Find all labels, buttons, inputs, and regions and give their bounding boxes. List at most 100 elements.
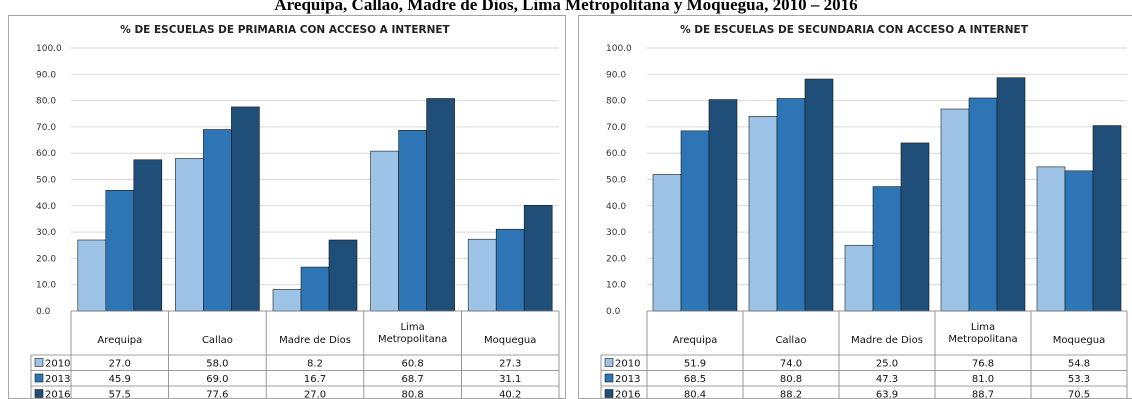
- bar: [804, 78, 834, 312]
- bar: [1064, 170, 1094, 312]
- y-tick-label: 0.0: [606, 307, 621, 317]
- data-label: 88.2: [780, 390, 802, 399]
- legend-swatch: [34, 358, 44, 367]
- y-tick-label: 100.0: [36, 44, 62, 54]
- chart-svg: % DE ESCUELAS DE PRIMARIA CON ACCESO A I…: [30, 24, 560, 399]
- legend-label: 2016: [615, 390, 640, 399]
- category-label: Moquegua: [1053, 335, 1105, 346]
- legend-label: 2013: [615, 374, 640, 385]
- category-label-line: Metropolitana: [948, 334, 1017, 345]
- y-tick-label: 30.0: [36, 228, 56, 238]
- category-label-line: Lima: [971, 322, 995, 333]
- bar: [872, 186, 902, 312]
- bar: [495, 228, 525, 312]
- legend-label: 2010: [45, 359, 70, 370]
- y-tick-label: 90.0: [36, 70, 56, 80]
- y-tick-label: 20.0: [606, 254, 626, 264]
- bar: [652, 174, 682, 312]
- y-tick-label: 50.0: [606, 176, 626, 186]
- data-label: 27.0: [304, 390, 326, 399]
- bar: [900, 142, 930, 312]
- category-label-line: Lima: [400, 322, 424, 333]
- data-label: 60.8: [401, 359, 423, 370]
- category-label: Moquegua: [484, 335, 536, 346]
- category-label-line: Metropolitana: [378, 334, 447, 345]
- category-label: Lima Metropolitana: [948, 322, 1017, 345]
- category-label: Arequipa: [673, 335, 718, 346]
- data-label: 8.2: [307, 359, 323, 370]
- bar: [370, 150, 399, 312]
- legend-swatch: [34, 373, 44, 383]
- bar: [328, 239, 358, 312]
- data-label: 77.6: [206, 390, 228, 399]
- data-label: 57.5: [109, 390, 131, 399]
- y-tick-label: 10.0: [36, 281, 56, 291]
- data-label: 54.8: [1068, 359, 1090, 370]
- data-label: 27.0: [109, 359, 131, 370]
- data-label: 80.8: [401, 390, 423, 399]
- data-label: 25.0: [876, 359, 898, 370]
- data-label: 63.9: [876, 390, 898, 399]
- bar: [398, 130, 427, 312]
- bar: [300, 266, 330, 312]
- bar: [996, 77, 1026, 312]
- bar: [1092, 125, 1122, 312]
- primary-internet-chart: % DE ESCUELAS DE PRIMARIA CON ACCESO A I…: [8, 15, 566, 399]
- category-label: Madre de Dios: [279, 335, 351, 346]
- bar: [776, 98, 806, 312]
- category-label: Callao: [776, 335, 807, 346]
- legend-swatch: [604, 358, 614, 367]
- y-tick-label: 70.0: [36, 123, 56, 133]
- page-title: Arequipa, Callao, Madre de Dios, Lima Me…: [274, 0, 858, 14]
- bar: [844, 244, 874, 312]
- data-label: 47.3: [876, 374, 898, 385]
- data-label: 31.1: [499, 374, 521, 385]
- legend-label: 2016: [45, 390, 70, 399]
- bar: [133, 159, 163, 312]
- data-label: 27.3: [499, 359, 521, 370]
- bar: [203, 129, 232, 312]
- chart-svg: % DE ESCUELAS DE SECUNDARIA CON ACCESO A…: [600, 24, 1128, 399]
- y-tick-label: 40.0: [606, 202, 626, 212]
- secondary-internet-chart: % DE ESCUELAS DE SECUNDARIA CON ACCESO A…: [578, 15, 1132, 399]
- data-label: 40.2: [499, 390, 521, 399]
- data-label: 16.7: [304, 374, 326, 385]
- y-tick-label: 90.0: [606, 70, 626, 80]
- bar: [968, 97, 998, 312]
- data-label: 81.0: [972, 374, 994, 385]
- chart-title: % DE ESCUELAS DE SECUNDARIA CON ACCESO A…: [680, 24, 1029, 36]
- data-label: 68.5: [684, 374, 706, 385]
- y-tick-label: 50.0: [36, 176, 56, 186]
- bar: [77, 239, 107, 312]
- legend-swatch: [34, 389, 44, 398]
- data-label: 70.5: [1068, 390, 1090, 399]
- category-label: Madre de Dios: [851, 335, 923, 346]
- y-tick-label: 20.0: [36, 254, 56, 264]
- bar: [680, 130, 710, 312]
- y-tick-label: 10.0: [606, 281, 626, 291]
- y-tick-label: 100.0: [606, 44, 632, 54]
- y-tick-label: 30.0: [606, 228, 626, 238]
- legend-label: 2013: [45, 374, 70, 385]
- bar: [940, 108, 970, 312]
- category-label: Callao: [202, 335, 233, 346]
- chart-title: % DE ESCUELAS DE PRIMARIA CON ACCESO A I…: [120, 24, 450, 36]
- y-tick-label: 70.0: [606, 123, 626, 133]
- bar: [523, 204, 553, 312]
- data-label: 80.8: [780, 374, 802, 385]
- y-tick-label: 0.0: [36, 307, 51, 317]
- bar: [467, 238, 497, 312]
- data-label: 76.8: [972, 359, 994, 370]
- category-label: Arequipa: [97, 335, 142, 346]
- bar: [426, 98, 455, 312]
- data-label: 51.9: [684, 359, 706, 370]
- y-tick-label: 60.0: [606, 149, 626, 159]
- bar: [708, 99, 738, 312]
- data-label: 74.0: [780, 359, 802, 370]
- bar: [1036, 166, 1066, 312]
- y-tick-label: 80.0: [36, 97, 56, 107]
- data-label: 58.0: [206, 359, 228, 370]
- legend-swatch: [604, 373, 614, 383]
- y-tick-label: 60.0: [36, 149, 56, 159]
- bar: [105, 189, 135, 312]
